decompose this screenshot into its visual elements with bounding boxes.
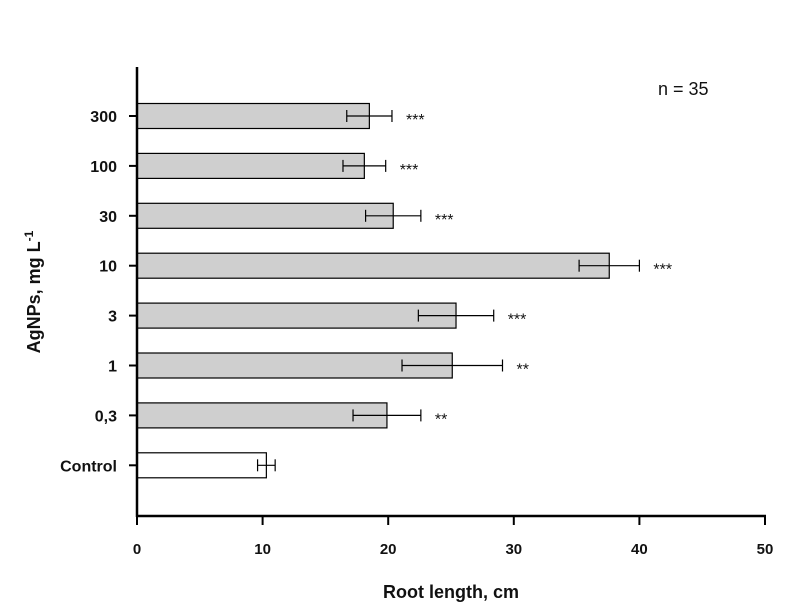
labels-layer: 300 *** 100 *** 30 *** 10 *** 3 *** 1 ** 0,3 ** Contro… [60,109,672,475]
bar [136,302,457,329]
y-tick-label: 1 [108,359,117,376]
y-tick-label: 10 [99,259,117,276]
x-axis-title: Root length, cm [383,582,519,602]
y-tick-label: 30 [99,209,117,226]
bar [136,402,388,429]
x-tick-label: 30 [505,541,522,558]
y-tick-label: 0,3 [95,408,117,425]
x-tick-label: 20 [380,541,397,558]
bar [136,252,610,279]
y-axis-title-exponent: -1 [22,230,36,241]
bars-layer [136,102,641,479]
bar [136,102,370,130]
x-tick-label: 0 [133,541,141,558]
x-tick-label: 40 [631,541,648,558]
bar [136,202,394,229]
y-tick-label: Control [60,458,117,475]
bar [136,152,365,179]
y-axis-title: AgNPs, mg L-1 [22,230,44,353]
y-tick-label: 100 [90,159,117,176]
significance-label: ** [435,411,447,428]
significance-label: *** [400,162,419,179]
ticks-layer: 0 10 20 30 40 50 [129,115,774,558]
significance-label: *** [406,112,425,129]
significance-label: *** [653,262,672,279]
y-axis-title-main: AgNPs, mg L [24,241,44,353]
bar [136,452,267,479]
sample-size-note: n = 35 [658,79,709,99]
significance-label: *** [508,312,527,329]
y-tick-label: 300 [90,109,117,126]
x-tick-label: 50 [757,541,774,558]
x-tick-label: 10 [254,541,271,558]
significance-label: ** [516,362,528,379]
y-tick-label: 3 [108,309,117,326]
significance-label: *** [435,212,454,229]
